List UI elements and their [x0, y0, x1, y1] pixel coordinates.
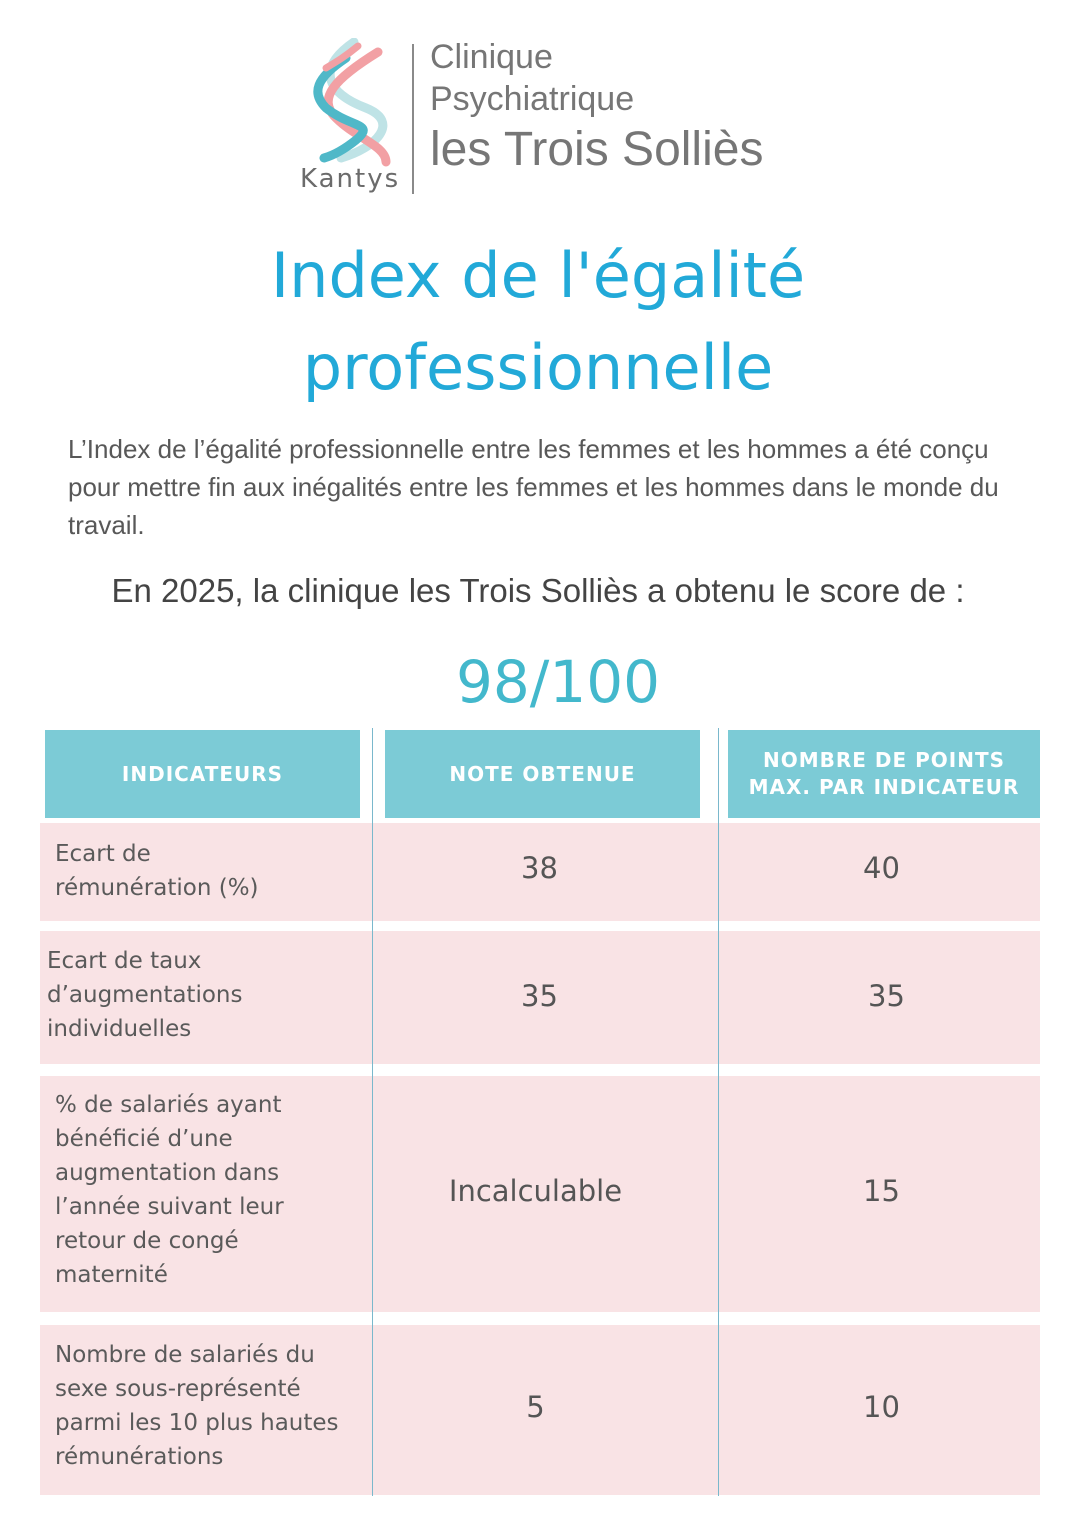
indicator-label: Ecart de taux d’augmentations individuel…	[47, 948, 243, 1042]
note-value: 5	[526, 1390, 545, 1424]
max-points-value: 40	[863, 851, 900, 885]
max-points-value: 35	[868, 979, 905, 1013]
indicator-label: % de salariés ayant bénéficié d’une augm…	[55, 1092, 284, 1288]
note-value: 38	[521, 851, 558, 885]
indicator-label: Ecart de rémunération (%)	[55, 841, 259, 901]
header-indicateurs: INDICATEURS	[45, 730, 360, 818]
clinic-logo: Kantys Clinique Psychiatrique les Trois …	[296, 38, 776, 198]
logo-divider	[412, 44, 414, 194]
header-points-max: NOMBRE DE POINTS MAX. PAR INDICATEUR	[728, 730, 1040, 818]
table-row: Ecart de rémunération (%) 38 40	[40, 823, 1040, 921]
table-row: Nombre de salariés du sexe sous-représen…	[40, 1325, 1040, 1495]
indicator-label: Nombre de salariés du sexe sous-représen…	[55, 1342, 339, 1470]
page-title: Index de l'égalité professionnelle	[0, 230, 1076, 414]
table-row: % de salariés ayant bénéficié d’une augm…	[40, 1076, 1040, 1312]
logo-line-clinique: Clinique	[430, 38, 553, 76]
logo-brand-name: Kantys	[300, 164, 401, 194]
max-points-value: 10	[863, 1390, 900, 1424]
header-points-max-label: NOMBRE DE POINTS MAX. PAR INDICATEUR	[748, 748, 1020, 799]
indicators-table: INDICATEURS NOTE OBTENUE NOMBRE DE POINT…	[40, 728, 1040, 1496]
note-value: 35	[521, 979, 558, 1013]
page-title-line-1: Index de l'égalité	[270, 239, 806, 312]
column-divider	[718, 728, 719, 1496]
header-note-obtenue: NOTE OBTENUE	[385, 730, 700, 818]
page-title-line-2: professionnelle	[302, 331, 774, 404]
max-points-value: 15	[863, 1174, 900, 1208]
table-row: Ecart de taux d’augmentations individuel…	[40, 931, 1040, 1064]
intro-paragraph: L’Index de l’égalité professionnelle ent…	[68, 434, 999, 540]
column-divider	[372, 728, 373, 1496]
logo-line-psychiatrique: Psychiatrique	[430, 80, 635, 118]
logo-line-clinic-name: les Trois Solliès	[430, 123, 764, 176]
note-value: Incalculable	[448, 1174, 623, 1208]
score-value: 98/100	[455, 648, 661, 716]
dna-helix-logo-icon	[313, 38, 391, 167]
score-statement: En 2025, la clinique les Trois Solliès a…	[111, 572, 965, 609]
